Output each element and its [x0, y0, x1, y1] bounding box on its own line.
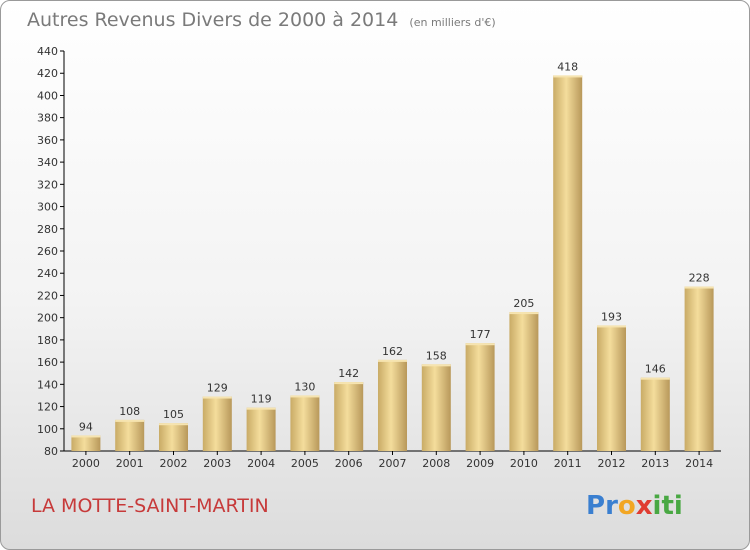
y-tick-label: 400: [37, 89, 58, 102]
y-tick-label: 180: [37, 334, 58, 347]
value-label-2012: 193: [601, 310, 622, 323]
logo-letter: i: [673, 491, 683, 521]
y-tick-label: 80: [44, 445, 58, 458]
chart-heading: Autres Revenus Divers de 2000 à 2014 (en…: [27, 9, 496, 31]
bar-top-2001: [115, 419, 145, 422]
y-tick-label: 220: [37, 289, 58, 302]
x-tick-label-2003: 2003: [203, 457, 231, 470]
value-label-2013: 146: [645, 363, 666, 376]
bar-top-2000: [71, 435, 101, 438]
chart-title: Autres Revenus Divers de 2000 à 2014: [27, 9, 399, 31]
bar-2006: [334, 382, 364, 451]
value-label-2001: 108: [119, 405, 140, 418]
y-tick-label: 320: [37, 178, 58, 191]
x-tick-label-2013: 2013: [641, 457, 669, 470]
bar-top-2012: [597, 325, 626, 328]
y-tick-label: 300: [37, 201, 58, 214]
x-tick-label-2010: 2010: [510, 457, 538, 470]
x-tick-label-2004: 2004: [247, 457, 275, 470]
logo-letter: r: [605, 491, 618, 521]
bar-top-2005: [290, 395, 320, 398]
bar-top-2009: [465, 343, 495, 346]
bar-top-2006: [334, 382, 364, 385]
x-tick-label-2009: 2009: [466, 457, 494, 470]
bar-top-2011: [553, 75, 583, 78]
x-tick-label-2002: 2002: [160, 457, 188, 470]
bar-2005: [290, 395, 320, 451]
bar-top-2003: [202, 396, 232, 399]
y-tick-label: 160: [37, 356, 58, 369]
value-label-2007: 162: [382, 345, 403, 358]
bar-2012: [597, 325, 626, 451]
x-tick-label-2000: 2000: [72, 457, 100, 470]
value-label-2005: 130: [294, 380, 315, 393]
bar-2013: [640, 377, 670, 451]
value-label-2011: 418: [557, 60, 578, 73]
bar-2000: [71, 435, 101, 451]
bar-2004: [246, 407, 276, 451]
y-tick-label: 140: [37, 378, 58, 391]
chart-subtitle: (en milliers d'€): [409, 16, 496, 29]
y-tick-label: 280: [37, 223, 58, 236]
value-label-2008: 158: [426, 349, 447, 362]
x-tick-label-2008: 2008: [422, 457, 450, 470]
logo-letter: o: [617, 491, 636, 521]
value-label-2000: 94: [79, 420, 93, 433]
bar-2002: [159, 423, 188, 451]
y-tick-label: 340: [37, 156, 58, 169]
logo-letter: t: [661, 491, 674, 521]
value-label-2003: 129: [207, 382, 228, 395]
y-tick-label: 240: [37, 267, 58, 280]
value-label-2002: 105: [163, 408, 184, 421]
value-label-2009: 177: [470, 328, 491, 341]
bar-top-2014: [684, 286, 714, 289]
y-tick-label: 260: [37, 245, 58, 258]
logo-letter: i: [652, 491, 662, 521]
x-tick-label-2007: 2007: [379, 457, 407, 470]
value-label-2004: 119: [251, 393, 272, 406]
x-tick-label-2011: 2011: [554, 457, 582, 470]
y-tick-label: 120: [37, 401, 58, 414]
value-label-2010: 205: [513, 297, 534, 310]
bars: 94 108 105 129 119 130 142 162 158 177 205 418 193 14…: [71, 60, 714, 451]
value-label-2014: 228: [689, 272, 710, 285]
bar-top-2013: [640, 377, 670, 380]
bar-top-2010: [509, 312, 539, 315]
bar-top-2007: [378, 359, 407, 362]
bar-2014: [684, 286, 714, 451]
x-tick-label-2001: 2001: [116, 457, 144, 470]
value-label-2006: 142: [338, 367, 359, 380]
bar-2009: [465, 343, 495, 451]
bar-2008: [421, 364, 451, 451]
bar-2007: [378, 359, 407, 451]
y-axis: 80 100 120 140 160 180 200 220 240 260 280 300 320 34…: [37, 45, 65, 458]
bar-2003: [202, 396, 232, 451]
x-tick-label-2006: 2006: [335, 457, 363, 470]
bar-top-2002: [159, 423, 188, 426]
x-tick-label-2005: 2005: [291, 457, 319, 470]
proxiti-logo: Proxiti: [586, 491, 683, 521]
y-tick-label: 360: [37, 134, 58, 147]
bar-top-2008: [421, 364, 451, 367]
place-name: LA MOTTE-SAINT-MARTIN: [31, 495, 269, 517]
bar-2001: [115, 419, 145, 451]
x-axis: 2000 2001 2002 2003 2004 2005 2006 2007 2008 2009…: [64, 450, 721, 470]
logo-letter: x: [635, 491, 653, 521]
bar-2010: [509, 312, 539, 451]
bar-2011: [553, 75, 583, 451]
bar-top-2004: [246, 407, 276, 410]
x-tick-label-2014: 2014: [685, 457, 713, 470]
y-tick-label: 100: [37, 423, 58, 436]
y-tick-label: 420: [37, 67, 58, 80]
y-tick-label: 380: [37, 112, 58, 125]
y-tick-label: 200: [37, 312, 58, 325]
x-tick-label-2012: 2012: [598, 457, 626, 470]
y-tick-label: 440: [37, 45, 58, 58]
logo-letter: P: [586, 491, 606, 521]
